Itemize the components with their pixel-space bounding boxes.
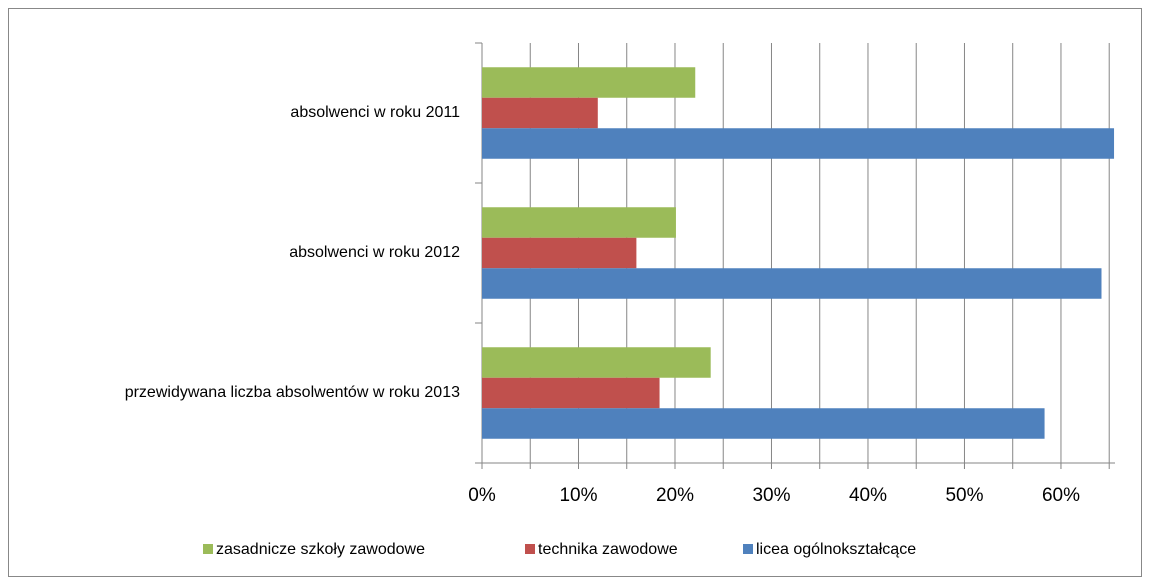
- bar: [482, 408, 1045, 439]
- x-tick-label: 40%: [849, 485, 887, 506]
- legend-label: zasadnicze szkoły zawodowe: [216, 541, 425, 558]
- legend-label: licea ogólnokształcące: [756, 541, 916, 558]
- x-tick-label: 50%: [945, 485, 983, 506]
- legend-swatch: [203, 544, 213, 554]
- x-tick-label: 20%: [656, 485, 694, 506]
- bar: [482, 237, 637, 269]
- y-tick-label: przewidywana liczba absolwentów w roku 2…: [125, 384, 460, 401]
- y-tick-label: absolwenci w roku 2011: [290, 104, 460, 121]
- bar: [482, 347, 711, 378]
- bar: [482, 67, 696, 98]
- bar: [482, 268, 1102, 299]
- x-tick-label: 30%: [752, 485, 790, 506]
- legend-label: technika zawodowe: [538, 541, 678, 558]
- bar: [482, 97, 598, 129]
- legend-swatch: [743, 544, 753, 554]
- x-tick-label: 60%: [1042, 485, 1080, 506]
- bar: [482, 128, 1115, 159]
- bar: [482, 207, 676, 238]
- bar: [482, 377, 660, 409]
- x-tick-label: 0%: [468, 485, 496, 506]
- legend-swatch: [525, 544, 535, 554]
- x-tick-label: 10%: [559, 485, 597, 506]
- y-tick-label: absolwenci w roku 2012: [289, 244, 460, 261]
